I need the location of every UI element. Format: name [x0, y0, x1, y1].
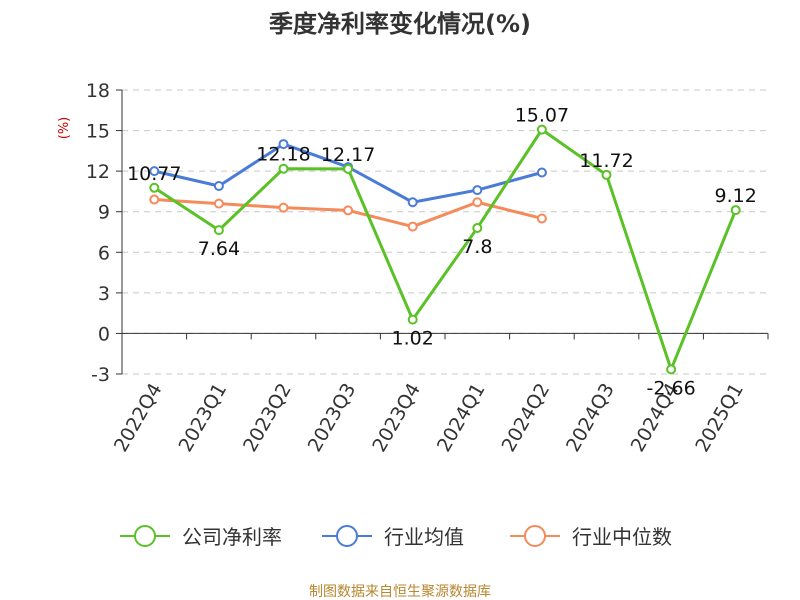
data-point: [149, 182, 160, 193]
data-labels: 10.77 7.64 12.18 12.17 1.02 7.8 15.07 11.72 -2.6…: [127, 105, 757, 400]
y-tick-label: 0: [98, 323, 110, 345]
y-tick-label: 12: [86, 161, 110, 183]
x-tick-label: 2022Q4: [110, 380, 167, 456]
data-point: [343, 205, 354, 216]
y-tick-label: 6: [98, 242, 110, 264]
legend-item-industry-median: 行业中位数: [510, 525, 672, 549]
data-point: [730, 205, 741, 216]
series-line: [153, 128, 738, 371]
data-label: 7.64: [198, 238, 240, 260]
legend: 公司净利率 行业均值 行业中位数: [120, 525, 672, 549]
data-point: [213, 225, 224, 236]
y-tick-label: 9: [98, 202, 110, 224]
data-point: [407, 221, 418, 232]
x-tick-label: 2024Q2: [497, 380, 554, 456]
data-label: -2.66: [647, 377, 696, 399]
data-point: [149, 166, 160, 177]
x-tick-label: 2023Q1: [174, 380, 231, 456]
data-point: [407, 197, 418, 208]
series-industry-median: [149, 194, 547, 232]
data-label: 1.02: [392, 328, 434, 350]
data-label: 12.17: [321, 144, 375, 166]
x-tick-label: 2024Q1: [433, 380, 490, 456]
data-point: [536, 124, 547, 135]
data-point: [472, 185, 483, 196]
legend-item-industry-mean: 行业均值: [322, 525, 464, 549]
data-point: [407, 314, 418, 325]
data-point: [278, 139, 289, 150]
data-label: 12.18: [256, 144, 310, 166]
data-point: [278, 163, 289, 174]
y-tick-label: 18: [86, 80, 110, 102]
data-point: [472, 197, 483, 208]
y-axis-label: (%): [57, 117, 72, 140]
series-layer: [149, 124, 741, 375]
y-tick-label: -3: [91, 364, 110, 386]
legend-label: 行业均值: [384, 525, 464, 549]
data-point: [666, 364, 677, 375]
data-point: [343, 163, 354, 174]
legend-marker: [134, 525, 156, 547]
legend-label: 公司净利率: [182, 525, 282, 549]
data-label: 11.72: [579, 150, 633, 172]
legend-item-company-net-margin: 公司净利率: [120, 525, 282, 549]
source-note: 制图数据来自恒生聚源数据库: [309, 584, 491, 600]
data-label: 15.07: [515, 105, 569, 127]
data-label: 9.12: [715, 185, 757, 207]
data-label: 7.8: [462, 236, 492, 258]
x-tick-label: 2023Q4: [368, 380, 425, 456]
data-point: [601, 169, 612, 180]
legend-label: 行业中位数: [572, 525, 672, 549]
legend-marker: [524, 525, 546, 547]
x-tick-label: 2024Q3: [562, 380, 619, 456]
data-point: [278, 202, 289, 213]
data-point: [149, 194, 160, 205]
data-point: [536, 167, 547, 178]
data-point: [213, 181, 224, 192]
legend-marker: [336, 525, 358, 547]
data-point: [472, 222, 483, 233]
data-point: [213, 198, 224, 209]
x-tick-label: 2023Q2: [239, 380, 296, 456]
data-label: 10.77: [127, 163, 181, 185]
y-tick-label: 3: [98, 283, 110, 305]
y-tick-label: 15: [86, 121, 110, 143]
x-tick-label: 2025Q1: [691, 380, 748, 456]
data-point: [536, 213, 547, 224]
chart-title: 季度净利率变化情况(%): [269, 10, 531, 38]
x-tick-label: 2023Q3: [304, 380, 361, 456]
series-company-net-margin: [149, 124, 741, 375]
